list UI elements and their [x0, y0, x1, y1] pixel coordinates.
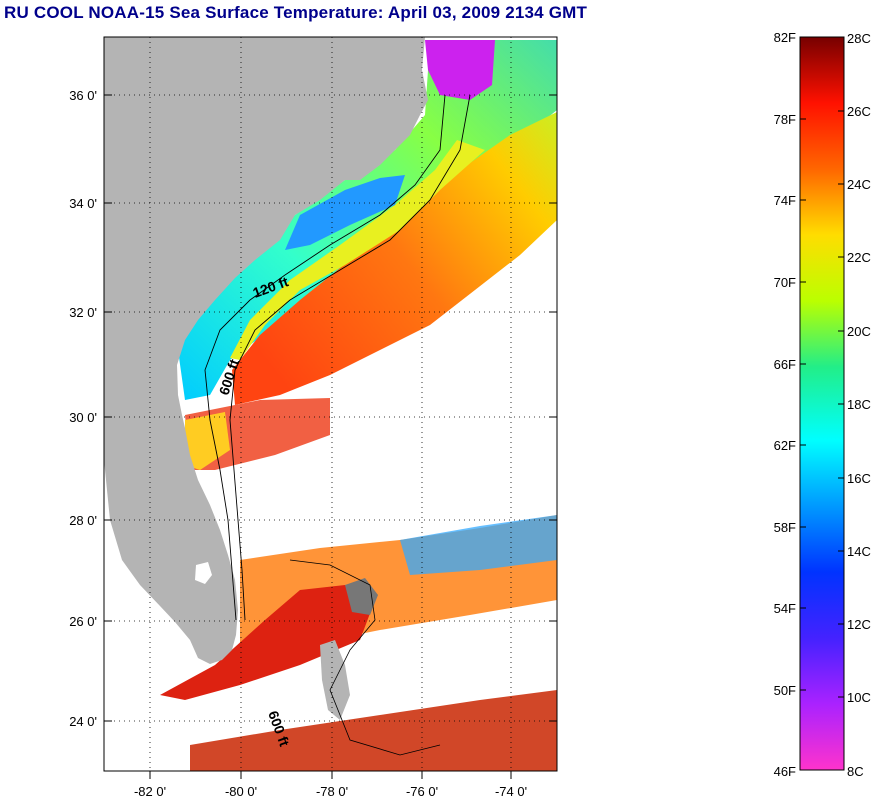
cb-f-66: 66F	[774, 357, 796, 372]
swath-30n-yellow	[185, 412, 230, 470]
cb-f-50: 50F	[774, 683, 796, 698]
map-area: 120 ft 600 ft 600 ft	[104, 37, 557, 771]
cb-c-28: 28C	[847, 31, 871, 46]
cb-c-16: 16C	[847, 471, 871, 486]
lake-okeechobee	[195, 562, 212, 584]
cb-f-46: 46F	[774, 764, 796, 779]
land-mass	[104, 37, 428, 664]
isobath-600ft	[229, 94, 471, 621]
cb-c-14: 14C	[847, 544, 871, 559]
lat-label-36: 36 0'	[69, 88, 97, 103]
lon-label-80: -80 0'	[225, 784, 257, 799]
lon-label-74: -74 0'	[495, 784, 527, 799]
lat-label-32: 32 0'	[69, 305, 97, 320]
lat-label-34: 34 0'	[69, 196, 97, 211]
lon-label-78: -78 0'	[316, 784, 348, 799]
isobath-bahamas	[289, 559, 441, 756]
colorbar-fahrenheit-labels: 82F 78F 74F 70F 66F 62F 58F 54F 50F 46F	[774, 30, 796, 779]
cool-coastal-blue	[285, 175, 405, 250]
cb-c-8: 8C	[847, 764, 864, 779]
swath-25n-red	[160, 585, 375, 700]
cb-c-20: 20C	[847, 324, 871, 339]
warm-gulf-stream	[232, 112, 557, 405]
cb-f-58: 58F	[774, 520, 796, 535]
cb-f-74: 74F	[774, 193, 796, 208]
cb-f-78: 78F	[774, 112, 796, 127]
yellow-shelf-edge	[230, 140, 485, 360]
lon-label-76: -76 0'	[406, 784, 438, 799]
cb-c-24: 24C	[847, 177, 871, 192]
map-frame	[103, 36, 558, 772]
cb-f-82: 82F	[774, 30, 796, 45]
colorbar	[799, 36, 845, 771]
cb-c-12: 12C	[847, 617, 871, 632]
lat-label-30: 30 0'	[69, 410, 97, 425]
latitude-labels: 36 0' 34 0' 32 0' 30 0' 28 0' 26 0' 24 0…	[69, 88, 97, 729]
cb-c-10: 10C	[847, 690, 871, 705]
map-ticks	[104, 94, 557, 779]
graticule	[104, 37, 557, 771]
swath-23n-red	[190, 690, 557, 771]
swath-27n-cool	[400, 515, 557, 575]
cold-hatteras-water	[425, 40, 495, 100]
lat-label-24: 24 0'	[69, 714, 97, 729]
lat-label-26: 26 0'	[69, 614, 97, 629]
longitude-labels: -82 0' -80 0' -78 0' -76 0' -74 0'	[134, 784, 527, 799]
abaco-island	[345, 578, 378, 615]
lon-label-82: -82 0'	[134, 784, 166, 799]
cb-f-54: 54F	[774, 601, 796, 616]
cb-c-26: 26C	[847, 104, 871, 119]
colorbar-ticks	[800, 110, 844, 698]
cb-c-18: 18C	[847, 397, 871, 412]
cb-f-70: 70F	[774, 275, 796, 290]
colorbar-celsius-labels: 28C 26C 24C 22C 20C 18C 16C 14C 12C 10C …	[847, 31, 871, 779]
cb-c-22: 22C	[847, 250, 871, 265]
chart-title: RU COOL NOAA-15 Sea Surface Temperature:…	[4, 3, 588, 22]
cb-f-62: 62F	[774, 438, 796, 453]
isobath-120ft	[204, 94, 446, 621]
lat-label-28: 28 0'	[69, 513, 97, 528]
